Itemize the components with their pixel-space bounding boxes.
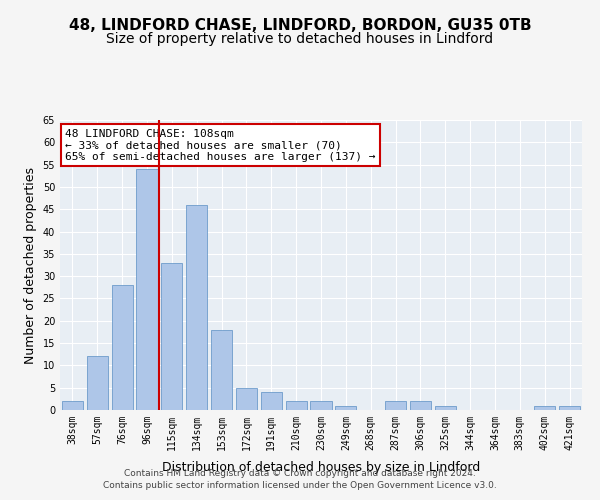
Bar	[236, 388, 257, 410]
Text: 48, LINDFORD CHASE, LINDFORD, BORDON, GU35 0TB: 48, LINDFORD CHASE, LINDFORD, BORDON, GU…	[68, 18, 532, 32]
Bar	[136, 169, 158, 410]
X-axis label: Distribution of detached houses by size in Lindford: Distribution of detached houses by size …	[162, 461, 480, 474]
Bar	[62, 401, 83, 410]
Bar	[435, 406, 456, 410]
Bar	[211, 330, 232, 410]
Bar	[161, 263, 182, 410]
Bar	[112, 285, 133, 410]
Text: Size of property relative to detached houses in Lindford: Size of property relative to detached ho…	[106, 32, 494, 46]
Bar	[310, 401, 332, 410]
Bar	[186, 205, 207, 410]
Bar	[385, 401, 406, 410]
Y-axis label: Number of detached properties: Number of detached properties	[24, 166, 37, 364]
Bar	[559, 406, 580, 410]
Bar	[87, 356, 108, 410]
Text: Contains HM Land Registry data © Crown copyright and database right 2024.: Contains HM Land Registry data © Crown c…	[124, 468, 476, 477]
Bar	[410, 401, 431, 410]
Bar	[534, 406, 555, 410]
Text: Contains public sector information licensed under the Open Government Licence v3: Contains public sector information licen…	[103, 481, 497, 490]
Text: 48 LINDFORD CHASE: 108sqm
← 33% of detached houses are smaller (70)
65% of semi-: 48 LINDFORD CHASE: 108sqm ← 33% of detac…	[65, 128, 376, 162]
Bar	[286, 401, 307, 410]
Bar	[335, 406, 356, 410]
Bar	[261, 392, 282, 410]
